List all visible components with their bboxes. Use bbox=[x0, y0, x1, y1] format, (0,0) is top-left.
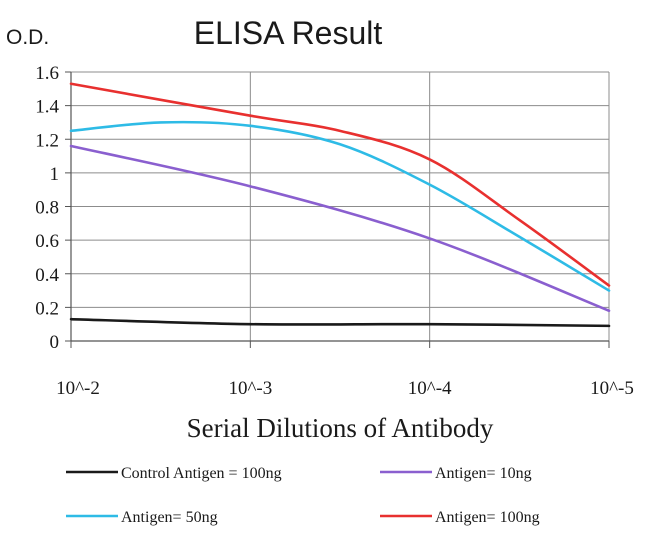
y-tick-label: 0.6 bbox=[35, 231, 59, 252]
x-axis-label: Serial Dilutions of Antibody bbox=[187, 413, 494, 443]
y-tick-label: 1.6 bbox=[35, 63, 59, 84]
series-line-4 bbox=[69, 82, 611, 287]
series-line-1 bbox=[69, 317, 611, 328]
x-tick-label: 10^-4 bbox=[408, 378, 452, 399]
axes bbox=[65, 71, 610, 348]
legend-label-4: Antigen= 100ng bbox=[435, 509, 540, 526]
y-tick-label: 1.2 bbox=[35, 130, 59, 151]
legend-label-2: Antigen= 10ng bbox=[435, 465, 532, 482]
y-tick-label: 0.8 bbox=[35, 198, 59, 219]
y-tick-label: 1.4 bbox=[35, 97, 59, 118]
series-lines bbox=[69, 82, 611, 328]
legend-label-1: Control Antigen = 100ng bbox=[121, 465, 282, 482]
legend-label-3: Antigen= 50ng bbox=[121, 509, 218, 526]
x-tick-labels: 10^-2 10^-3 10^-4 10^-5 bbox=[56, 378, 634, 399]
y-tick-labels: 0 0.2 0.4 0.6 0.8 1 1.2 1.4 1.6 bbox=[35, 63, 59, 353]
chart-title: ELISA Result bbox=[194, 15, 383, 51]
series-line-2 bbox=[69, 144, 611, 313]
series-line-3 bbox=[69, 120, 611, 292]
y-tick-label: 0.2 bbox=[35, 298, 59, 319]
y-axis-unit-label: O.D. bbox=[6, 26, 49, 49]
legend: Control Antigen = 100ng Antigen= 10ng Anti… bbox=[66, 465, 540, 526]
x-tick-label: 10^-2 bbox=[56, 378, 100, 399]
x-tick-label: 10^-3 bbox=[228, 378, 272, 399]
x-tick-label: 10^-5 bbox=[590, 378, 634, 399]
y-tick-label: 0.4 bbox=[35, 265, 59, 286]
y-tick-label: 0 bbox=[50, 332, 60, 353]
gridlines bbox=[71, 71, 610, 341]
y-tick-label: 1 bbox=[50, 164, 60, 185]
